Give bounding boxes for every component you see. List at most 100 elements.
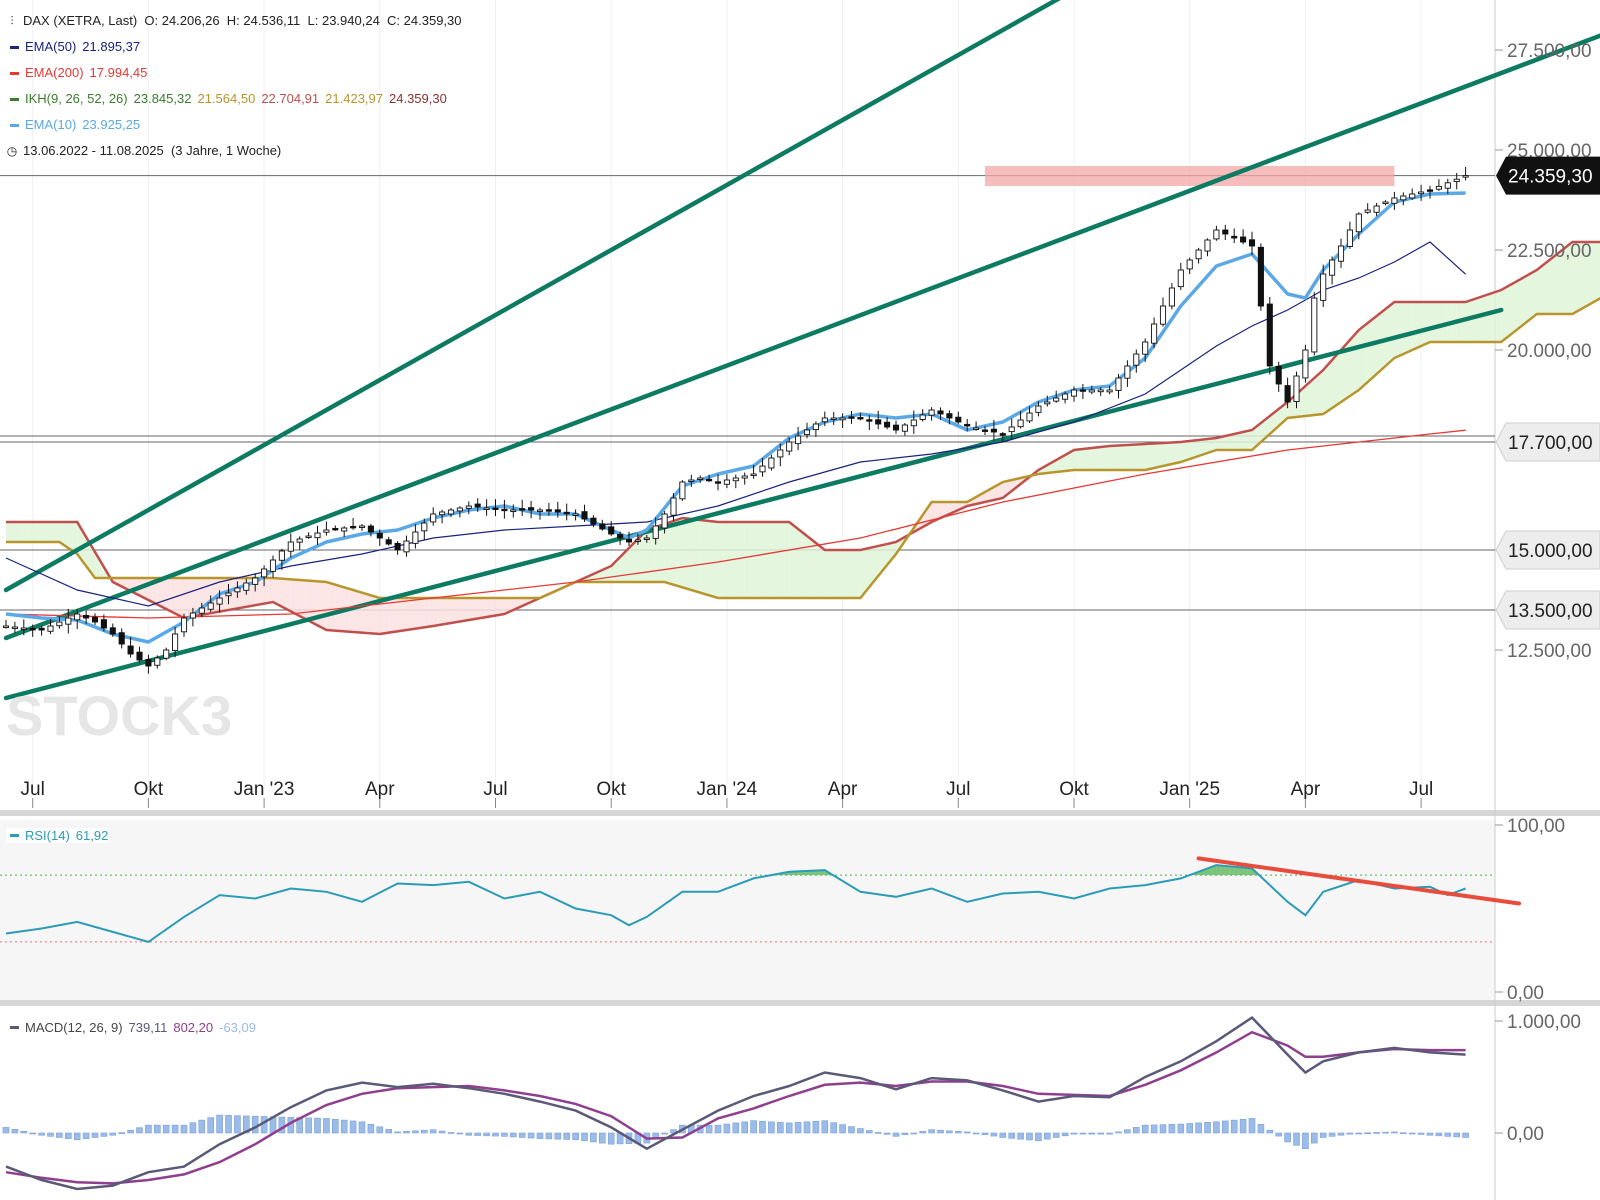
candle-body xyxy=(839,417,846,421)
panel-separator-2[interactable] xyxy=(0,1000,1600,1006)
signal-value: 802,20 xyxy=(173,1020,214,1035)
candle-body xyxy=(1159,305,1167,325)
cloud-slice xyxy=(179,578,184,618)
macd-histogram-bar xyxy=(1088,1132,1096,1135)
candle-body xyxy=(38,627,45,631)
candle-body xyxy=(296,538,303,543)
cloud-slice xyxy=(642,530,647,582)
cloud-slice xyxy=(157,578,162,607)
rsi-legend[interactable]: RSI(14) 61,92 xyxy=(6,828,109,843)
candle-body xyxy=(688,479,695,482)
macd-histogram-bar xyxy=(314,1117,321,1134)
price-axis: 30.000,0027.500,0025.000,0022.500,0020.0… xyxy=(1495,41,1600,662)
price-tick-label: 12.500,00 xyxy=(1507,641,1592,662)
cloud-slice xyxy=(709,521,714,597)
macd-histogram-bar xyxy=(848,1126,855,1134)
cloud-slice xyxy=(90,544,95,578)
cloud-slice xyxy=(1256,423,1261,446)
cloud-slice xyxy=(784,522,790,598)
price-tag xyxy=(1496,156,1600,195)
cloud-slice xyxy=(851,550,856,598)
cloud-slice xyxy=(864,548,870,593)
macd-histogram-bar xyxy=(990,1132,998,1137)
cloud-slice xyxy=(1465,300,1471,342)
time-tick-label: Jul xyxy=(946,779,970,800)
cloud-slice xyxy=(931,502,937,522)
legend-ema10[interactable]: EMA(10) 23.925,25 xyxy=(6,112,462,138)
candle-body xyxy=(1453,178,1460,183)
time-tick-label: Apr xyxy=(365,779,395,800)
macd-legend[interactable]: MACD(12, 26, 9) 739,11 802,20 -63,09 xyxy=(6,1020,256,1035)
macd-histogram-bar xyxy=(1248,1118,1256,1134)
candle-body xyxy=(1373,205,1380,213)
candle-body xyxy=(421,522,428,532)
cloud-slice xyxy=(1274,409,1279,430)
rsi-panel-bg xyxy=(0,820,1495,1000)
macd-histogram-bar xyxy=(1391,1131,1398,1134)
panel-separator-1[interactable] xyxy=(0,810,1600,816)
cloud-slice xyxy=(1087,448,1092,470)
candle-body xyxy=(714,481,722,484)
rsi-panel: 100,00 0,00 xyxy=(0,816,1565,1004)
legend-ema200[interactable]: EMA(200) 17.994,45 xyxy=(6,60,462,86)
candle-body xyxy=(1435,185,1442,190)
candle-body xyxy=(723,479,730,485)
cloud-slice xyxy=(1367,319,1373,382)
macd-histogram-bar xyxy=(145,1124,152,1134)
candle-body xyxy=(1293,375,1300,403)
candle-body xyxy=(928,409,935,416)
candle-body xyxy=(332,527,339,531)
macd-histogram-bar xyxy=(91,1132,99,1138)
macd-histogram-bar xyxy=(590,1132,597,1143)
cloud-slice xyxy=(1140,444,1146,470)
legend-ikh[interactable]: IKH(9, 26, 52, 26) 23.845,32 21.564,50 2… xyxy=(6,86,462,112)
cloud-slice xyxy=(46,522,51,542)
cloud-slice xyxy=(415,598,420,629)
cloud-slice xyxy=(299,580,305,619)
candle-body xyxy=(430,513,437,523)
rsi-overbought-fill xyxy=(1220,865,1226,876)
candle-body xyxy=(385,539,392,545)
macd-histogram-bar xyxy=(56,1132,63,1138)
cloud-slice xyxy=(170,578,176,614)
legend-title-row[interactable]: ⫶ DAX (XETRA, Last) O: 24.206,26 H: 24.5… xyxy=(6,8,461,34)
time-tick-label: Apr xyxy=(828,779,858,800)
macd-label: MACD(12, 26, 9) xyxy=(25,1020,123,1035)
cloud-slice xyxy=(1198,439,1204,456)
macd-tick-label: 0,00 xyxy=(1507,1124,1544,1145)
candle-body xyxy=(634,539,641,542)
candle-body xyxy=(661,513,668,529)
senkou-span-a xyxy=(6,240,1600,636)
candle-body xyxy=(786,441,793,452)
cloud-slice xyxy=(753,522,759,598)
cloud-slice xyxy=(50,522,55,542)
macd-histogram-bar xyxy=(554,1132,562,1140)
cloud-slice xyxy=(273,578,278,605)
cloud-slice xyxy=(508,598,514,612)
cloud-slice xyxy=(6,522,11,542)
cloud-slice xyxy=(1345,340,1350,399)
candle-body xyxy=(189,612,196,619)
senkou-span-b xyxy=(6,297,1600,600)
candle-body xyxy=(599,523,606,530)
cloud-slice xyxy=(1220,436,1226,450)
cloud-slice xyxy=(847,550,852,598)
cloud-slice xyxy=(646,528,652,582)
legend-ema50[interactable]: EMA(50) 21.895,37 xyxy=(6,34,462,60)
cloud-slice xyxy=(513,598,518,610)
cloud-slice xyxy=(464,598,469,621)
cloud-slice xyxy=(28,522,33,542)
cloud-slice xyxy=(1389,302,1395,362)
macd-histogram-bar xyxy=(830,1122,838,1134)
resistance-rect xyxy=(985,166,1395,186)
macd-histogram-bar xyxy=(376,1126,384,1134)
cloud-slice xyxy=(1372,316,1377,378)
candle-body xyxy=(1346,229,1353,247)
cloud-slice xyxy=(1470,299,1475,342)
candle-body xyxy=(11,626,18,629)
macd-histogram-bar xyxy=(1373,1132,1380,1134)
legend-range[interactable]: ◷ 13.06.2022 - 11.08.2025 (3 Jahre, 1 Wo… xyxy=(6,138,462,164)
legend-low: L: 23.940,24 xyxy=(307,13,380,28)
cloud-slice xyxy=(789,522,794,598)
macd-histogram-bar xyxy=(1444,1132,1452,1137)
